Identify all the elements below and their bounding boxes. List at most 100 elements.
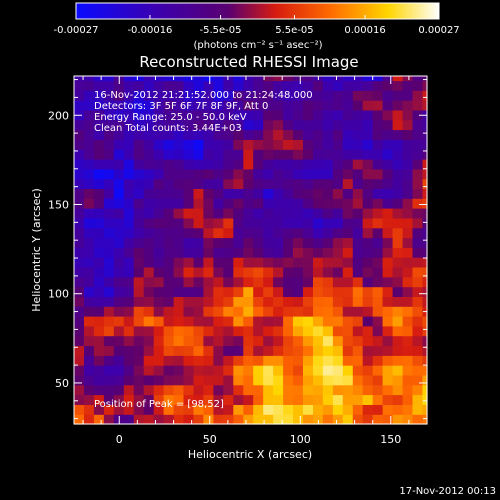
heatmap-cell bbox=[283, 119, 294, 131]
heatmap-cell bbox=[362, 100, 374, 111]
heatmap-cell bbox=[113, 100, 125, 111]
heatmap-cell bbox=[362, 90, 374, 101]
heatmap-cell bbox=[143, 237, 155, 248]
heatmap-cell bbox=[352, 119, 364, 131]
heatmap-cell bbox=[402, 257, 414, 268]
heatmap-cell bbox=[332, 335, 344, 347]
heatmap-cell bbox=[412, 227, 424, 239]
heatmap-cell bbox=[313, 286, 324, 297]
heatmap-cell bbox=[293, 286, 304, 297]
heatmap-cell bbox=[84, 208, 95, 219]
heatmap-cell bbox=[283, 316, 294, 327]
heatmap-cell bbox=[332, 159, 344, 170]
heatmap-cell bbox=[93, 276, 105, 288]
heatmap-cell bbox=[173, 139, 185, 150]
heatmap-cell bbox=[143, 384, 155, 396]
heatmap-cell bbox=[123, 286, 135, 297]
heatmap-cell bbox=[313, 237, 324, 248]
heatmap-cell bbox=[163, 345, 175, 356]
heatmap-cell bbox=[143, 139, 155, 150]
heatmap-cell bbox=[123, 335, 135, 347]
heatmap-cell bbox=[103, 345, 115, 356]
heatmap-cell bbox=[402, 267, 414, 278]
heatmap-cell bbox=[233, 286, 244, 297]
heatmap-cell bbox=[213, 355, 224, 366]
heatmap-cell bbox=[113, 335, 125, 347]
heatmap-cell bbox=[133, 76, 145, 82]
heatmap-cell bbox=[372, 237, 384, 248]
heatmap-cell bbox=[322, 217, 334, 229]
heatmap-cell bbox=[233, 325, 244, 337]
heatmap-cell bbox=[273, 198, 284, 209]
heatmap-cell bbox=[382, 198, 394, 209]
heatmap-cell bbox=[103, 394, 115, 405]
heatmap-cell bbox=[213, 257, 224, 268]
x-tick-label: 100 bbox=[290, 433, 311, 446]
heatmap-cell bbox=[173, 168, 185, 180]
heatmap-cell bbox=[332, 365, 344, 376]
heatmap-cell bbox=[253, 188, 264, 199]
heatmap-cell bbox=[263, 159, 274, 170]
heatmap-cell bbox=[84, 365, 95, 376]
heatmap-cell bbox=[372, 267, 384, 278]
heatmap-cell bbox=[253, 394, 264, 405]
heatmap-cell bbox=[183, 267, 195, 278]
heatmap-cell bbox=[253, 404, 264, 415]
heatmap-cell bbox=[322, 267, 334, 278]
heatmap-cell bbox=[332, 80, 344, 91]
heatmap-cell bbox=[303, 276, 314, 288]
heatmap-cell bbox=[273, 414, 284, 425]
heatmap-cell bbox=[193, 257, 205, 268]
heatmap-cell bbox=[183, 276, 195, 288]
heatmap-cell bbox=[332, 100, 344, 111]
heatmap-cell bbox=[412, 198, 424, 209]
heatmap-cell bbox=[113, 394, 125, 405]
heatmap-cell bbox=[422, 365, 428, 376]
heatmap-cell bbox=[342, 198, 354, 209]
heatmap-cell bbox=[173, 178, 185, 189]
heatmap-cell bbox=[113, 90, 125, 101]
heatmap-cell bbox=[382, 80, 394, 91]
heatmap-cell bbox=[293, 178, 304, 189]
heatmap-cell bbox=[203, 227, 214, 239]
heatmap-cell bbox=[313, 325, 324, 337]
heatmap-cell bbox=[273, 404, 284, 415]
heatmap-cell bbox=[283, 109, 294, 121]
heatmap-cell bbox=[183, 76, 195, 82]
heatmap-cell bbox=[342, 306, 354, 317]
heatmap-cell bbox=[382, 227, 394, 239]
heatmap-cell bbox=[113, 178, 125, 189]
heatmap-cell bbox=[322, 394, 334, 405]
heatmap-cell bbox=[163, 149, 175, 160]
heatmap-cell bbox=[84, 119, 95, 131]
heatmap-cell bbox=[283, 335, 294, 347]
heatmap-cell bbox=[163, 306, 175, 317]
heatmap-cell bbox=[382, 404, 394, 415]
heatmap-cell bbox=[243, 316, 254, 327]
heatmap-cell bbox=[74, 139, 85, 150]
heatmap-cell bbox=[133, 355, 145, 366]
heatmap-cell bbox=[283, 80, 294, 91]
heatmap-cell bbox=[382, 217, 394, 229]
heatmap-cell bbox=[123, 217, 135, 229]
heatmap-cell bbox=[293, 237, 304, 248]
heatmap-cell bbox=[313, 168, 324, 180]
heatmap-cell bbox=[332, 286, 344, 297]
heatmap-cell bbox=[243, 247, 254, 258]
heatmap-cell bbox=[313, 100, 324, 111]
heatmap-cell bbox=[332, 109, 344, 121]
heatmap-cell bbox=[342, 325, 354, 337]
heatmap-cell bbox=[74, 149, 85, 160]
y-tick-label: 200 bbox=[48, 109, 69, 122]
heatmap-cell bbox=[203, 374, 214, 386]
heatmap-cell bbox=[84, 159, 95, 170]
heatmap-cell bbox=[402, 178, 414, 189]
heatmap-cell bbox=[183, 237, 195, 248]
heatmap-cell bbox=[163, 237, 175, 248]
heatmap-cell bbox=[103, 217, 115, 229]
heatmap-cell bbox=[313, 119, 324, 131]
heatmap-cell bbox=[213, 109, 224, 121]
heatmap-cell bbox=[303, 374, 314, 386]
heatmap-cell bbox=[352, 247, 364, 258]
heatmap-cell bbox=[193, 217, 205, 229]
